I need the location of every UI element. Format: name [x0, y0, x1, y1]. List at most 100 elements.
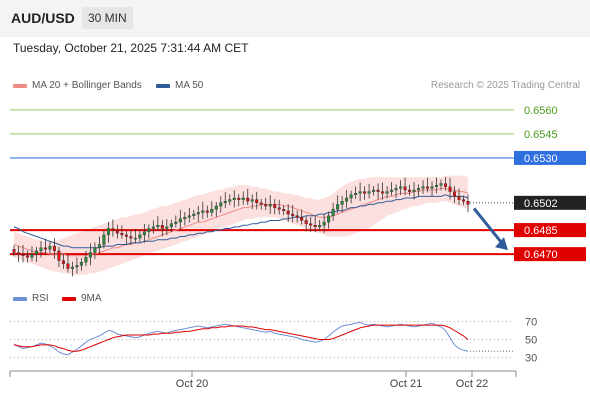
candle-body — [232, 197, 236, 200]
candle-body — [421, 186, 425, 189]
legend-ma20: MA 20 + Bollinger Bands — [13, 80, 142, 91]
candle-body — [461, 199, 466, 202]
level-label-0.6545: 0.6545 — [524, 129, 558, 141]
candle-body — [345, 197, 349, 202]
rsi-swatch — [13, 296, 27, 301]
candle-body — [142, 231, 146, 236]
ma20-swatch — [13, 83, 27, 88]
candle-body — [385, 191, 389, 194]
bollinger-band — [14, 175, 468, 275]
rsi-panel: 70 50 30 — [10, 317, 537, 365]
rsi-line — [13, 321, 469, 356]
rsi-tick-30: 30 — [525, 353, 537, 365]
instrument-title: AUD/USD — [11, 10, 75, 26]
rsi-tick-70: 70 — [525, 317, 537, 329]
candle-body — [102, 234, 106, 245]
candle-body — [412, 189, 416, 192]
candle-body — [273, 204, 277, 208]
candle-body — [313, 225, 317, 228]
candle-body — [106, 228, 110, 236]
rsi-ma-swatch — [62, 296, 76, 301]
candle-body — [52, 245, 56, 252]
level-box-0.6502 — [514, 195, 586, 210]
timeframe-badge[interactable]: 30 MIN — [82, 7, 133, 29]
time-axis: Oct 20 Oct 21 Oct 22 — [9, 370, 517, 390]
candle-body — [408, 189, 412, 192]
candle-body — [363, 191, 367, 194]
legend-rsi: RSI — [13, 293, 49, 304]
candle-body — [426, 186, 430, 189]
candle-body — [120, 233, 124, 236]
candle-body — [448, 186, 452, 192]
candle-body — [237, 197, 241, 200]
candle-body — [457, 196, 461, 200]
level-label-0.6485: 0.6485 — [524, 225, 558, 237]
candle-body — [349, 194, 353, 199]
candle-body — [169, 223, 173, 228]
candle-body — [376, 189, 380, 192]
candle-body — [75, 265, 79, 268]
level-box-0.6530 — [514, 150, 586, 165]
candle-body — [452, 191, 457, 197]
candle-body — [282, 209, 286, 212]
candle-body — [268, 204, 272, 207]
candle-body — [70, 266, 74, 269]
candle-body — [295, 215, 299, 218]
candle-body — [417, 188, 421, 191]
candle-body — [443, 183, 448, 187]
candle-body — [16, 252, 21, 255]
research-credit: Research © 2025 Trading Central — [430, 80, 580, 91]
header-bar: AUD/USD 30 MIN — [0, 0, 590, 37]
candle-body — [466, 201, 470, 205]
legend-ma50: MA 50 — [156, 80, 203, 91]
level-box-0.6485 — [514, 223, 586, 238]
candle-body — [286, 210, 290, 215]
candle-body — [228, 199, 232, 202]
candle-body — [48, 245, 52, 250]
candle-body — [79, 261, 83, 266]
candle-body — [30, 253, 34, 258]
candle-body — [201, 210, 205, 213]
candle-body — [43, 247, 48, 250]
candle-body — [372, 189, 376, 192]
candle-body — [151, 226, 155, 229]
candle-body — [57, 250, 61, 261]
candle-body — [394, 188, 398, 191]
candle-body — [219, 202, 223, 207]
x-tick-label-2: Oct 22 — [456, 378, 488, 390]
candle-body — [354, 193, 358, 196]
candle-body — [214, 205, 218, 210]
candle-body — [259, 202, 263, 205]
candle-body — [300, 217, 304, 221]
level-label-0.6502: 0.6502 — [524, 198, 558, 210]
candle-body — [115, 229, 119, 234]
level-label-0.6470: 0.6470 — [524, 249, 558, 261]
candle-body — [309, 223, 313, 226]
candle-body — [192, 213, 196, 216]
rsi-legend-label: RSI — [32, 293, 49, 304]
candle-body — [264, 204, 268, 207]
level-label-0.6530: 0.6530 — [524, 153, 558, 165]
candle-body — [156, 225, 160, 228]
candle-body — [178, 218, 182, 223]
forecast-arrow — [472, 207, 508, 251]
candle-body — [277, 207, 281, 210]
candle-body — [255, 199, 259, 204]
candle-body — [129, 236, 133, 239]
candle-body — [187, 215, 191, 218]
candle-body — [318, 225, 322, 228]
candle-body — [39, 247, 43, 252]
candle-body — [250, 199, 254, 202]
candle-body — [241, 197, 245, 200]
candle-body — [381, 191, 385, 194]
candle-body — [403, 186, 407, 191]
candle-body — [196, 212, 200, 215]
candle-body — [367, 191, 371, 194]
candle-body — [439, 183, 443, 186]
candle-body — [304, 220, 308, 224]
candle-body — [84, 257, 88, 263]
candle-body — [183, 217, 187, 220]
candle-body — [165, 226, 169, 229]
candle-body — [434, 184, 439, 187]
